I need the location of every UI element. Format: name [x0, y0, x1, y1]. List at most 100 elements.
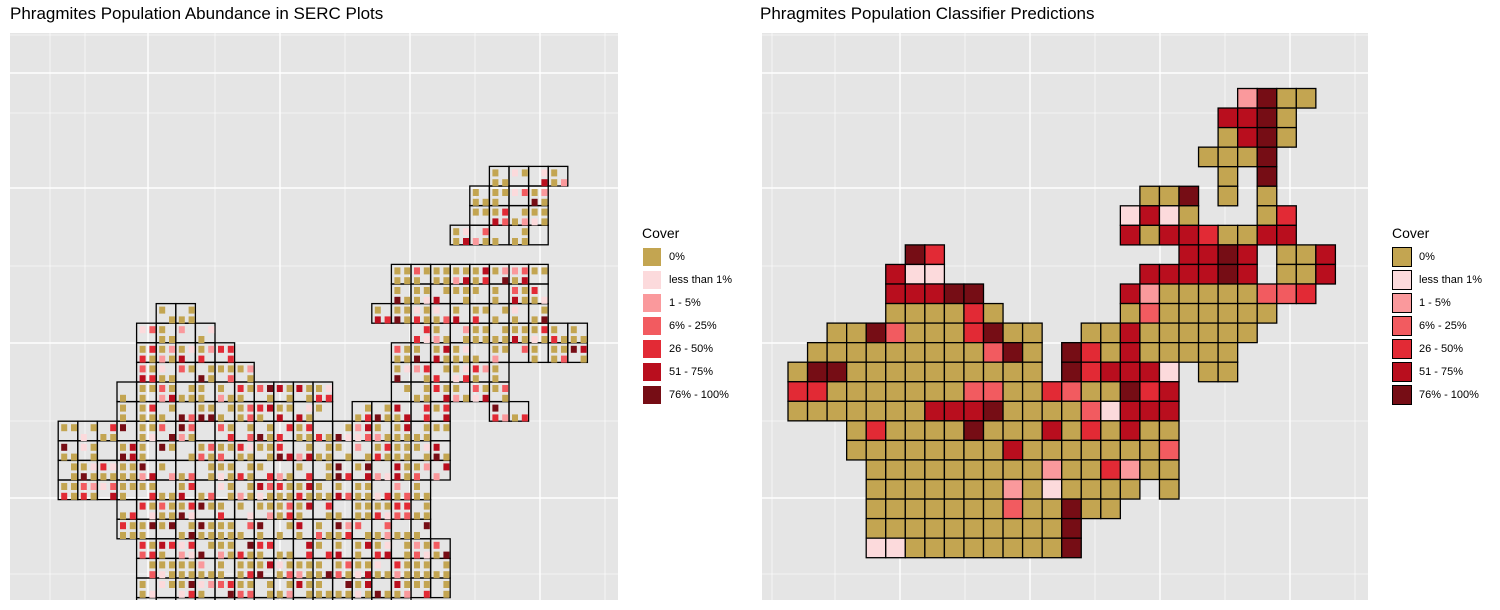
abundance-dot: [178, 561, 185, 569]
abundance-dot: [423, 512, 430, 520]
abundance-dot: [541, 336, 548, 343]
abundance-dot: [492, 375, 499, 383]
abundance-dot: [188, 512, 195, 520]
abundance-dot: [159, 385, 166, 392]
prediction-tile: [1080, 439, 1102, 461]
abundance-dot: [404, 532, 411, 539]
abundance-dot: [267, 453, 273, 461]
prediction-tile: [924, 263, 946, 285]
prediction-tile: [865, 459, 887, 481]
abundance-dot: [139, 483, 146, 490]
abundance-dot: [227, 492, 234, 500]
abundance-dot: [453, 355, 460, 363]
abundance-dot: [423, 551, 430, 559]
abundance-dot: [316, 561, 322, 569]
plot-box: [116, 420, 138, 442]
abundance-dot: [384, 492, 391, 500]
abundance-dot: [433, 551, 440, 559]
prediction-tile: [1158, 263, 1180, 285]
abundance-dot: [423, 267, 430, 275]
abundance-dot: [198, 375, 205, 383]
abundance-dot: [365, 453, 371, 461]
abundance-dot: [482, 385, 489, 392]
prediction-tile: [943, 420, 965, 442]
prediction-tile: [1158, 185, 1180, 207]
abundance-dot: [139, 365, 146, 373]
plot-box: [410, 342, 432, 364]
abundance-dot: [120, 473, 126, 481]
abundance-dot: [414, 532, 420, 539]
abundance-dot: [443, 551, 450, 559]
abundance-dot: [208, 502, 215, 510]
abundance-dot: [551, 355, 558, 363]
prediction-tile: [963, 498, 985, 520]
abundance-dot: [463, 336, 469, 343]
prediction-tile: [963, 439, 985, 461]
prediction-tile: [1256, 107, 1278, 129]
abundance-dot: [120, 414, 126, 422]
abundance-dot: [169, 571, 175, 579]
abundance-dot: [227, 404, 234, 412]
abundance-dot: [414, 277, 420, 285]
prediction-tiles: [787, 87, 1337, 559]
abundance-dot: [296, 414, 303, 422]
prediction-tile: [1100, 498, 1121, 520]
prediction-tile: [904, 420, 926, 442]
prediction-tile: [865, 420, 887, 442]
abundance-dot: [178, 365, 185, 373]
abundance-dot: [316, 492, 322, 500]
plot-box: [469, 342, 491, 364]
abundance-dot: [414, 394, 420, 402]
prediction-tile: [943, 498, 965, 520]
abundance-dot: [237, 473, 244, 481]
prediction-tile: [1256, 146, 1278, 168]
abundance-dot: [355, 590, 362, 598]
abundance-dot: [198, 581, 205, 588]
abundance-dot: [335, 443, 342, 451]
abundance-dot: [492, 296, 499, 304]
prediction-tile: [1100, 478, 1121, 500]
abundance-dot: [149, 551, 156, 559]
prediction-tile: [982, 459, 1004, 481]
abundance-dot: [325, 532, 332, 539]
right-legend-entry: 26 - 50%: [1392, 337, 1482, 360]
plot-box: [390, 596, 412, 600]
abundance-dot: [384, 443, 391, 451]
abundance-dot: [335, 561, 342, 569]
plot-box: [312, 596, 334, 600]
abundance-dot: [423, 581, 430, 588]
abundance-dot: [159, 306, 166, 314]
abundance-dot: [237, 571, 244, 579]
prediction-tile: [1119, 459, 1141, 481]
plot-box: [567, 342, 589, 364]
abundance-dot: [159, 561, 166, 569]
abundance-dot: [414, 316, 420, 324]
abundance-dot: [110, 434, 117, 441]
prediction-tile: [1080, 341, 1102, 363]
abundance-dot: [139, 394, 146, 402]
abundance-dot: [237, 385, 244, 392]
prediction-tile: [1021, 517, 1043, 539]
abundance-dot: [159, 522, 166, 530]
prediction-tile: [865, 361, 887, 383]
abundance-dot: [541, 326, 548, 334]
abundance-dot: [296, 512, 303, 520]
prediction-tile: [806, 361, 828, 383]
abundance-dot: [423, 287, 430, 294]
abundance-dot: [198, 453, 205, 461]
prediction-tile: [1002, 459, 1024, 481]
prediction-tile: [963, 322, 985, 344]
prediction-tile: [1061, 478, 1082, 500]
prediction-tile: [885, 439, 906, 461]
abundance-dot: [394, 296, 401, 304]
abundance-dot: [267, 561, 273, 569]
plot-box: [331, 538, 353, 560]
prediction-tile: [904, 302, 926, 324]
abundance-dot: [521, 189, 528, 196]
prediction-tile: [1236, 322, 1258, 344]
abundance-dot: [71, 473, 77, 481]
abundance-dot: [423, 453, 430, 461]
abundance-dot: [394, 581, 401, 588]
prediction-tile: [1119, 283, 1141, 305]
prediction-tile: [806, 341, 828, 363]
